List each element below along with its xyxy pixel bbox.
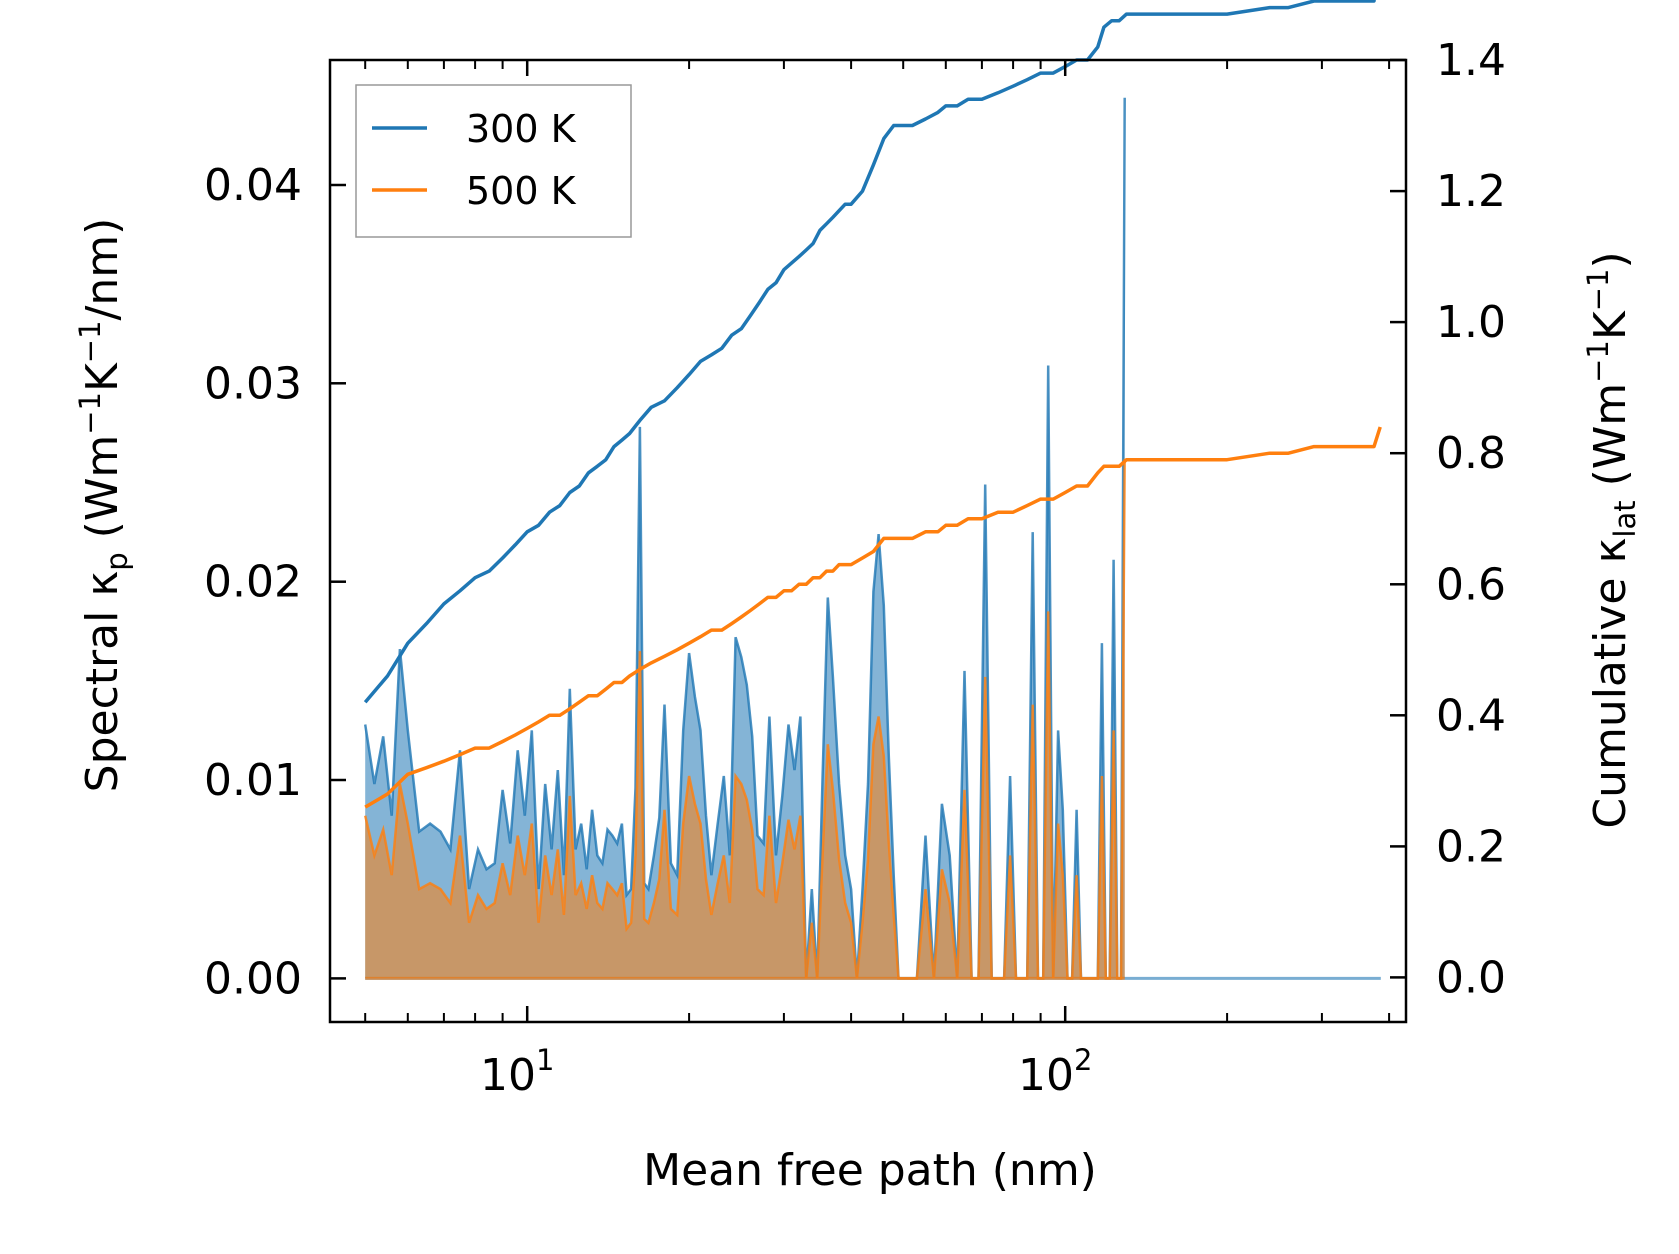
spectral-line-500k bbox=[363, 458, 1126, 980]
y-right-label-sub: lat bbox=[1608, 500, 1642, 537]
y-right-tick-label: 0.0 bbox=[1436, 952, 1506, 1003]
legend-frame bbox=[355, 84, 632, 238]
y-right-tick-label: 1.4 bbox=[1436, 35, 1506, 86]
spectral-area-500k bbox=[365, 458, 1125, 979]
plot-content bbox=[363, 0, 1382, 980]
y-left-tick-label: 0.02 bbox=[204, 557, 302, 608]
y-left-tick-label: 0.04 bbox=[204, 160, 302, 211]
y-right-tick-label: 0.8 bbox=[1436, 428, 1506, 479]
y-right-tick-label: 1.2 bbox=[1436, 166, 1506, 217]
y-left-axis-label: Spectral κp (Wm−1K−1/nm) bbox=[73, 218, 134, 793]
svg-text:Cumulative κlat (Wm−1K−1): Cumulative κlat (Wm−1K−1) bbox=[1581, 251, 1642, 828]
plot-frame bbox=[328, 58, 1408, 1024]
y-left-tick-label: 0.03 bbox=[204, 358, 302, 409]
legend: 300 K 500 K bbox=[355, 84, 632, 238]
y-right-label-sup2: −1 bbox=[1581, 269, 1615, 312]
cumulative-line-500k bbox=[364, 426, 1382, 809]
cumulative-line-300k bbox=[363, 0, 1376, 704]
legend-label-300k: 300 K bbox=[466, 107, 577, 151]
axes: 101 102 0.00 0.01 0.02 0.03 0.04 0.0 0.2 0.4 0.6 0.… bbox=[204, 35, 1506, 1101]
x-tick-label: 102 bbox=[1018, 1043, 1092, 1101]
y-right-label-post: ) bbox=[1585, 251, 1636, 268]
y-right-tick-label: 0.2 bbox=[1436, 821, 1506, 872]
y-right-tick-label: 1.0 bbox=[1436, 297, 1506, 348]
y-left-tick-label: 0.01 bbox=[204, 755, 302, 806]
y-right-tick-label: 0.4 bbox=[1436, 690, 1506, 741]
y-right-label-mid: (Wm bbox=[1585, 383, 1636, 501]
y-left-label-sup1: −1 bbox=[73, 392, 107, 435]
y-right-axis-label: Cumulative κlat (Wm−1K−1) bbox=[1581, 251, 1642, 828]
legend-label-500k: 500 K bbox=[466, 169, 577, 213]
svg-text:Spectral κp (Wm−1K−1/nm): Spectral κp (Wm−1K−1/nm) bbox=[73, 218, 134, 793]
spectral-line-300k bbox=[363, 97, 1126, 980]
y-left-label-sup2: −1 bbox=[73, 320, 107, 363]
y-right-tick-label: 0.6 bbox=[1436, 559, 1506, 610]
y-left-label-sub: p bbox=[100, 552, 134, 570]
y-right-label-mid2: K bbox=[1585, 310, 1636, 340]
y-right-label-pre: Cumulative κ bbox=[1585, 538, 1636, 829]
y-left-tick-label: 0.00 bbox=[204, 953, 302, 1004]
y-left-label-pre: Spectral κ bbox=[77, 571, 128, 793]
x-tick-label: 101 bbox=[480, 1043, 554, 1101]
y-left-label-mid: (Wm bbox=[77, 435, 128, 553]
y-left-label-post: /nm) bbox=[77, 218, 128, 321]
x-axis-label: Mean free path (nm) bbox=[643, 1145, 1097, 1196]
y-left-label-mid2: K bbox=[77, 362, 128, 392]
y-right-label-sup1: −1 bbox=[1581, 340, 1615, 383]
